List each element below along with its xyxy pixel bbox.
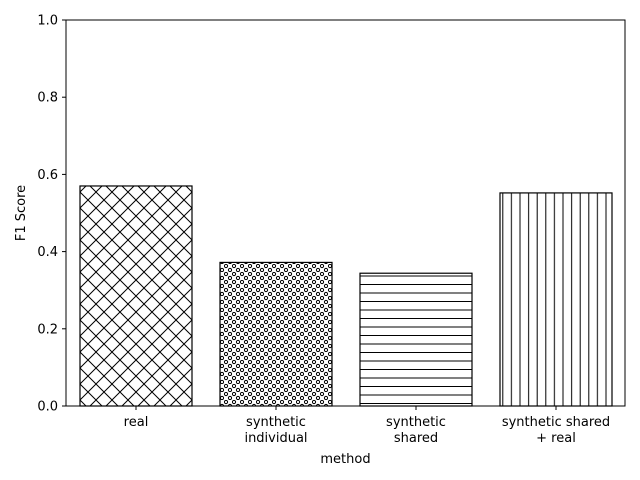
- bar-1: [219, 261, 333, 407]
- axes-layer: real synthetic individual synthetic shared sy…: [37, 14, 626, 446]
- plot-frame: [65, 19, 626, 407]
- bar-3: [499, 192, 613, 407]
- x-tick-label: synthetic shared: [386, 415, 446, 446]
- y-tick-label: 0.6: [37, 168, 58, 183]
- bar-0: [79, 185, 193, 407]
- x-axis-label: method: [320, 452, 370, 467]
- y-tick-label: 0.4: [37, 245, 58, 260]
- bars-layer: [79, 185, 613, 407]
- y-tick-label: 0.8: [37, 91, 58, 106]
- x-tick-label: real: [124, 415, 149, 430]
- y-tick-label: 0.2: [37, 322, 58, 337]
- x-tick-label: synthetic shared + real: [502, 415, 610, 446]
- bar-2: [359, 272, 473, 407]
- y-tick-label: 1.0: [37, 14, 58, 29]
- y-axis-label: F1 Score: [14, 185, 29, 241]
- x-tick-label: synthetic individual: [244, 415, 307, 446]
- y-tick-label: 0.0: [37, 400, 58, 415]
